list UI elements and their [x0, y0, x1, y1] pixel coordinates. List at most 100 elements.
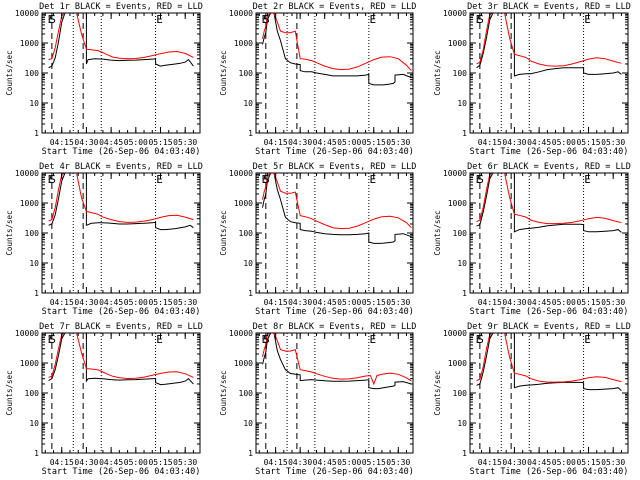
event-marker-label: E [262, 13, 269, 26]
event-marker-label: S [263, 333, 270, 346]
event-marker-label: E [156, 13, 163, 26]
series-group [262, 13, 412, 86]
series-group [48, 13, 194, 69]
chart-title: Det 9r BLACK = Events, RED = LLD [467, 322, 631, 332]
x-tick-label: 04:30 [74, 458, 98, 467]
x-axis-label: Start Time (26-Sep-06 04:03:40) [470, 307, 629, 317]
y-tick-label: 1 [248, 129, 253, 138]
plot-frame [41, 12, 201, 134]
y-axis-label: Counts/sec [219, 210, 228, 255]
y-tick-label: 1000 [20, 199, 39, 208]
x-tick-label: 05:15 [362, 138, 386, 147]
chart-title: Det 4r BLACK = Events, RED = LLD [39, 162, 203, 172]
x-tick-label: 04:45 [99, 138, 123, 147]
x-tick-label: 04:30 [288, 298, 312, 307]
y-axis-label: Counts/sec [433, 370, 442, 415]
chart-title: Det 5r BLACK = Events, RED = LLD [253, 162, 417, 172]
x-axis-label: Start Time (26-Sep-06 04:03:40) [255, 147, 414, 157]
x-tick-label: 05:00 [337, 138, 361, 147]
series-group [476, 173, 622, 233]
x-tick-label: 04:45 [527, 458, 551, 467]
event-marker-label: E [476, 173, 483, 186]
event-marker-label: E [476, 13, 483, 26]
plot-frame [255, 172, 414, 294]
x-tick-label: 04:30 [502, 298, 526, 307]
event-marker-label: E [369, 173, 376, 186]
x-tick-label: 04:30 [288, 138, 312, 147]
event-marker-label: E [262, 173, 269, 186]
y-tick-label: 1000 [234, 359, 253, 368]
y-axis-label: Counts/sec [433, 210, 442, 255]
series-group [48, 333, 194, 386]
x-tick-label: 05:30 [173, 298, 197, 307]
y-tick-label: 10000 [443, 169, 467, 178]
x-tick-label: 04:45 [99, 298, 123, 307]
lld-series-line [476, 173, 622, 225]
x-tick-label: 04:15 [264, 298, 288, 307]
lld-series-line [476, 333, 622, 383]
events-series-line [48, 333, 194, 386]
x-tick-label: 05:00 [124, 298, 148, 307]
plot-frame [469, 172, 629, 294]
x-tick-label: 05:30 [173, 458, 197, 467]
event-marker-label: S [49, 173, 56, 186]
x-tick-label: 04:15 [50, 458, 74, 467]
events-series-line [476, 13, 622, 77]
event-marker-label: E [369, 333, 376, 346]
y-tick-label: 1000 [234, 199, 253, 208]
y-tick-label: 100 [25, 69, 40, 78]
event-marker-label: E [584, 13, 591, 26]
x-tick-label: 05:30 [173, 138, 197, 147]
x-tick-label: 05:30 [386, 138, 410, 147]
x-tick-label: 04:15 [478, 138, 502, 147]
event-marker-label: S [263, 173, 270, 186]
event-marker-label: S [263, 13, 270, 26]
y-tick-label: 1 [34, 289, 39, 298]
x-axis-label: Start Time (26-Sep-06 04:03:40) [255, 467, 414, 477]
y-tick-label: 1 [462, 289, 467, 298]
x-tick-label: 04:30 [74, 138, 98, 147]
events-series-line [262, 13, 412, 86]
y-tick-label: 10000 [229, 329, 253, 338]
lld-series-line [476, 13, 622, 67]
x-tick-label: 05:15 [148, 298, 172, 307]
events-series-line [262, 173, 412, 244]
events-series-line [48, 173, 194, 231]
y-tick-label: 100 [25, 389, 40, 398]
x-tick-label: 05:00 [337, 458, 361, 467]
series-group [476, 13, 622, 77]
event-marker-label: S [49, 13, 56, 26]
y-axis-label: Counts/sec [5, 50, 14, 95]
y-tick-label: 100 [453, 229, 468, 238]
y-axis-label: Counts/sec [219, 50, 228, 95]
x-tick-label: 05:30 [601, 458, 625, 467]
lld-series-line [48, 333, 194, 380]
lld-series-line [48, 13, 194, 61]
x-tick-label: 04:45 [527, 298, 551, 307]
event-marker-label: E [156, 333, 163, 346]
x-tick-label: 04:45 [313, 138, 337, 147]
chart-title: Det 6r BLACK = Events, RED = LLD [467, 162, 631, 172]
event-marker-label: S [477, 13, 484, 26]
chart-panel: 1 10 100 1000 10000 04:15 04:30 04:45 05:00 05:15… [5, 2, 203, 157]
x-tick-label: 04:30 [74, 298, 98, 307]
event-marker-label: E [48, 333, 55, 346]
chart-title: Det 2r BLACK = Events, RED = LLD [253, 2, 417, 12]
chart-title: Det 3r BLACK = Events, RED = LLD [467, 2, 631, 12]
x-tick-label: 05:00 [124, 138, 148, 147]
event-marker-label: S [477, 333, 484, 346]
y-tick-label: 10 [243, 419, 253, 428]
x-tick-label: 05:30 [386, 298, 410, 307]
plot-frame [255, 12, 414, 134]
chart-panel: 1 10 100 1000 10000 04:15 04:30 04:45 05:00 05:15… [219, 322, 416, 477]
event-marker-label: E [48, 173, 55, 186]
x-tick-label: 04:30 [502, 458, 526, 467]
events-series-line [476, 173, 622, 233]
y-tick-label: 100 [453, 389, 468, 398]
x-tick-label: 04:45 [313, 458, 337, 467]
series-group [262, 173, 412, 244]
x-tick-label: 05:15 [576, 298, 600, 307]
y-tick-label: 1 [248, 449, 253, 458]
y-tick-label: 1 [462, 129, 467, 138]
